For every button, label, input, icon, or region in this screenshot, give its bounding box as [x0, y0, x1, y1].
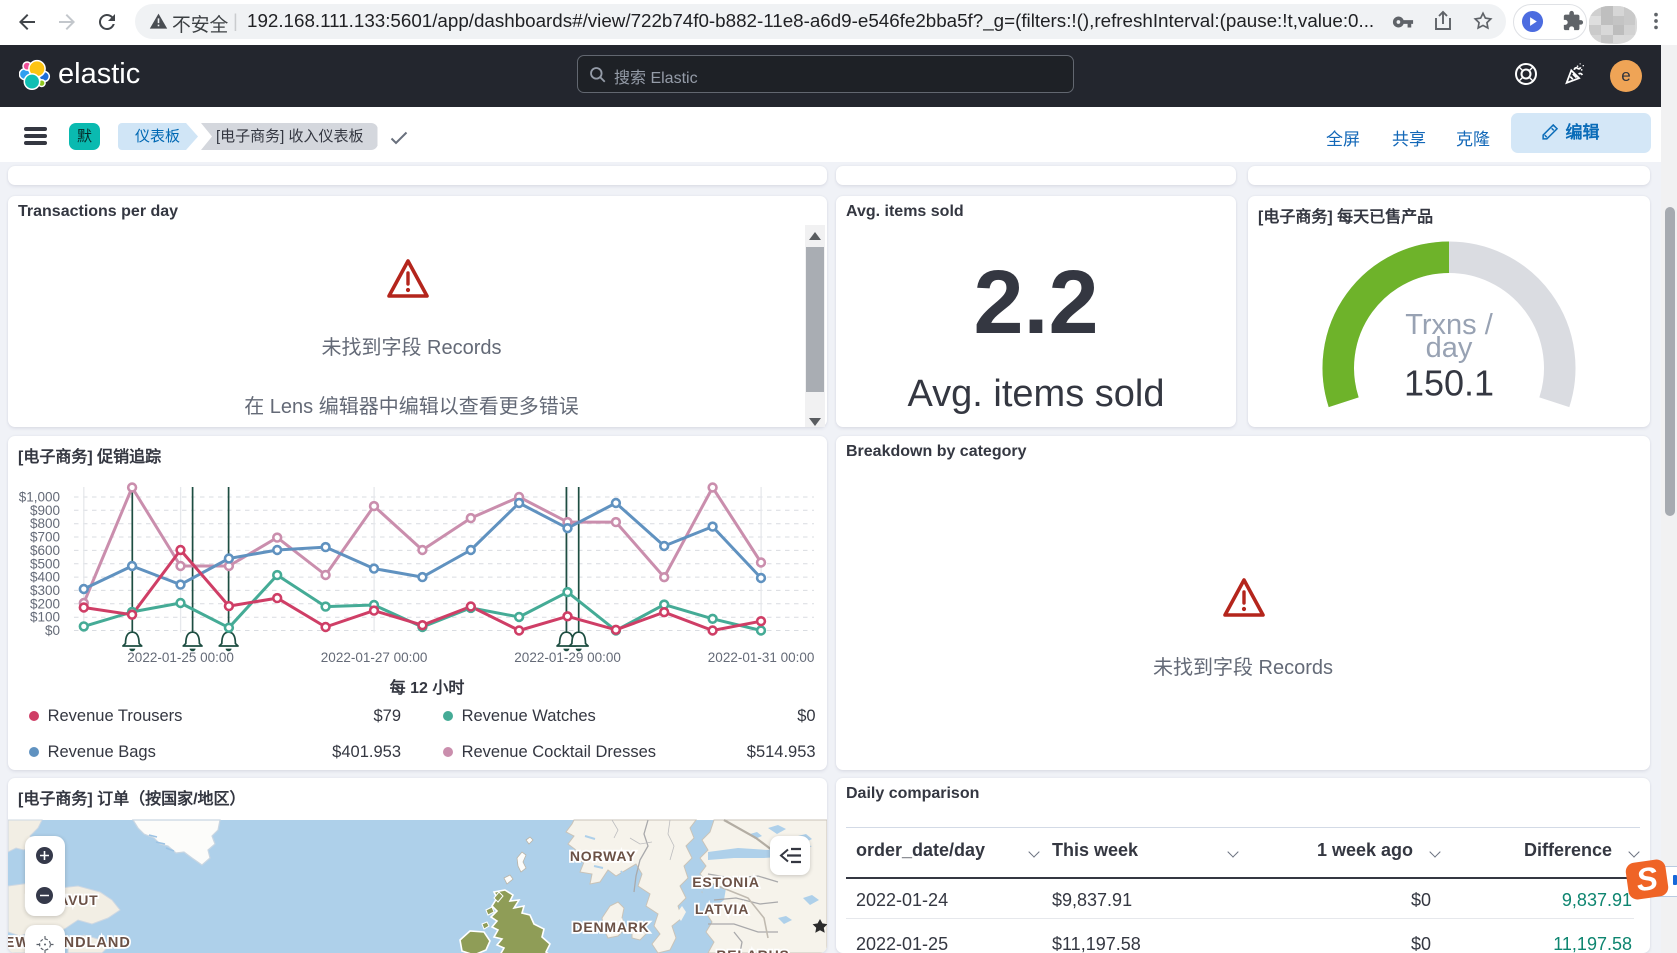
- svg-text:$300: $300: [30, 583, 60, 598]
- svg-text:Trxns /: Trxns /: [1405, 309, 1493, 341]
- svg-text:$400: $400: [30, 570, 60, 585]
- svg-text:2022-01-31 00:00: 2022-01-31 00:00: [708, 650, 815, 665]
- svg-text:2022-01-27 00:00: 2022-01-27 00:00: [321, 650, 428, 665]
- svg-text:$1,000: $1,000: [19, 490, 60, 505]
- svg-text:$100: $100: [30, 610, 60, 625]
- svg-text:$79: $79: [373, 707, 401, 725]
- svg-text:$600: $600: [30, 543, 60, 558]
- svg-text:DENMARK: DENMARK: [572, 919, 649, 935]
- svg-text:2022-01-25 00:00: 2022-01-25 00:00: [127, 650, 234, 665]
- svg-text:day: day: [1426, 332, 1473, 364]
- svg-text:$401.953: $401.953: [332, 743, 401, 761]
- svg-text:每 12 小时: 每 12 小时: [390, 678, 465, 697]
- svg-text:$500: $500: [30, 556, 60, 571]
- svg-text:$800: $800: [30, 516, 60, 531]
- svg-text:$514.953: $514.953: [747, 743, 816, 761]
- svg-text:Revenue Trousers: Revenue Trousers: [48, 707, 183, 725]
- svg-text:150.1: 150.1: [1404, 363, 1494, 404]
- svg-text:Revenue Watches: Revenue Watches: [462, 707, 596, 725]
- svg-text:NORWAY: NORWAY: [570, 848, 636, 864]
- svg-text:LATVIA: LATVIA: [695, 901, 749, 917]
- svg-text:ESTONIA: ESTONIA: [692, 874, 760, 890]
- svg-text:$0: $0: [797, 707, 815, 725]
- svg-text:$0: $0: [45, 623, 60, 638]
- svg-text:Revenue Cocktail Dresses: Revenue Cocktail Dresses: [462, 743, 656, 761]
- svg-text:$700: $700: [30, 530, 60, 545]
- svg-text:Revenue Bags: Revenue Bags: [48, 743, 156, 761]
- svg-text:2022-01-29 00:00: 2022-01-29 00:00: [514, 650, 621, 665]
- svg-text:$900: $900: [30, 503, 60, 518]
- svg-text:$200: $200: [30, 596, 60, 611]
- svg-text:BELARUS: BELARUS: [716, 947, 789, 953]
